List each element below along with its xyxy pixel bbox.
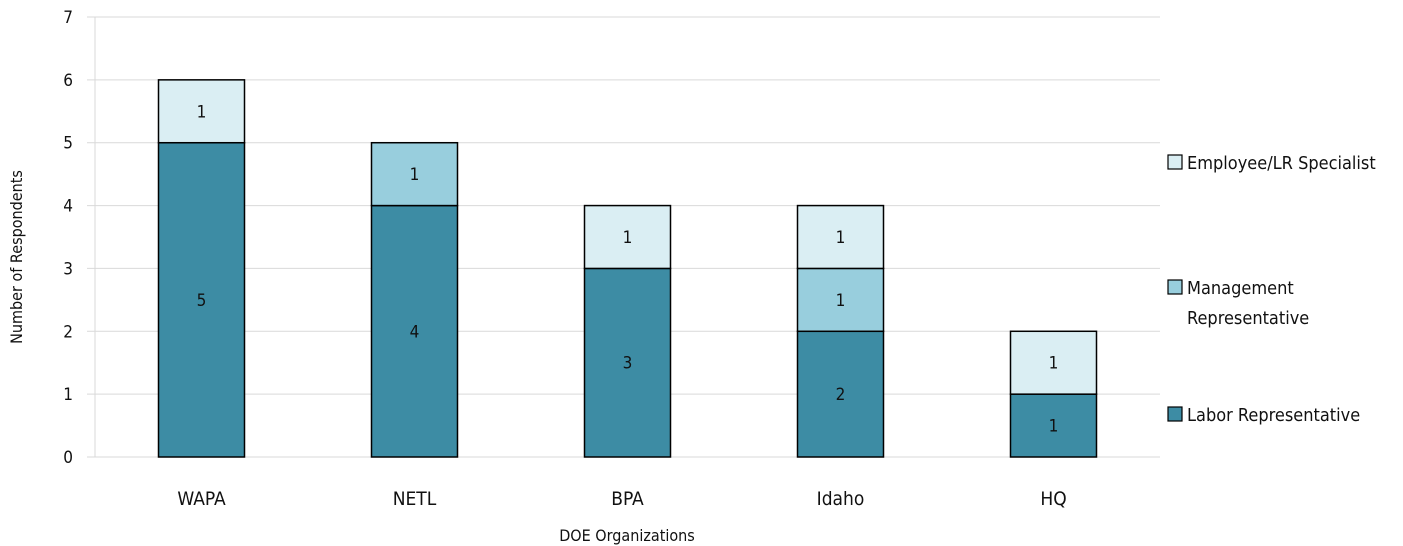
y-tick-label: 3 bbox=[63, 259, 73, 279]
y-tick-label: 4 bbox=[63, 197, 73, 217]
y-tick-label: 7 bbox=[63, 8, 73, 28]
bar-segment bbox=[1009, 393, 1098, 458]
bar-segment bbox=[583, 267, 672, 458]
x-category-label: BPA bbox=[611, 488, 644, 510]
bars: 5 1 4 1 3 1 2 1 1 1 1 bbox=[157, 79, 1098, 458]
bar-segment bbox=[796, 267, 885, 333]
y-tick-label: 0 bbox=[63, 448, 73, 468]
data-label: 3 bbox=[623, 354, 633, 374]
x-category-label: WAPA bbox=[177, 488, 226, 510]
y-tick-label: 1 bbox=[63, 385, 73, 405]
data-label: 4 bbox=[410, 322, 420, 342]
y-tick-label: 2 bbox=[63, 322, 73, 342]
data-label: 5 bbox=[197, 291, 207, 311]
legend-label: Management bbox=[1187, 278, 1294, 299]
legend-label: Representative bbox=[1187, 308, 1309, 329]
legend-swatch bbox=[1167, 279, 1183, 295]
data-label: 1 bbox=[410, 165, 420, 185]
y-axis-title: Number of Respondents bbox=[7, 170, 26, 344]
x-axis-title: DOE Organizations bbox=[559, 526, 695, 545]
data-label: 1 bbox=[836, 228, 846, 248]
data-label: 1 bbox=[1049, 417, 1059, 437]
legend-swatch bbox=[1167, 406, 1183, 422]
x-category-label: HQ bbox=[1040, 488, 1066, 510]
x-category-label: NETL bbox=[393, 488, 437, 510]
bar-segment bbox=[157, 79, 246, 144]
y-axis: 0 1 2 3 4 5 6 7 bbox=[63, 8, 96, 468]
bar-segment bbox=[583, 204, 672, 270]
y-tick-label: 6 bbox=[63, 71, 73, 91]
bar-segment bbox=[157, 141, 246, 458]
legend-swatch bbox=[1167, 154, 1183, 170]
data-label: 1 bbox=[197, 102, 207, 122]
data-label: 1 bbox=[623, 228, 633, 248]
legend-label: Employee/LR Specialist bbox=[1187, 153, 1376, 174]
bar-segment bbox=[370, 204, 459, 458]
y-tick-label: 5 bbox=[63, 134, 73, 154]
legend: Employee/LR Specialist Management Represen… bbox=[1167, 153, 1376, 426]
data-label: 1 bbox=[836, 291, 846, 311]
x-category-label: Idaho bbox=[817, 488, 865, 510]
x-axis: WAPA NETL BPA Idaho HQ bbox=[177, 488, 1066, 510]
bar-segment bbox=[1009, 330, 1098, 395]
bar-segment bbox=[796, 204, 885, 270]
bar-segment bbox=[370, 141, 459, 207]
data-label: 2 bbox=[836, 385, 846, 405]
legend-label: Labor Representative bbox=[1187, 405, 1360, 426]
data-label: 1 bbox=[1049, 354, 1059, 374]
